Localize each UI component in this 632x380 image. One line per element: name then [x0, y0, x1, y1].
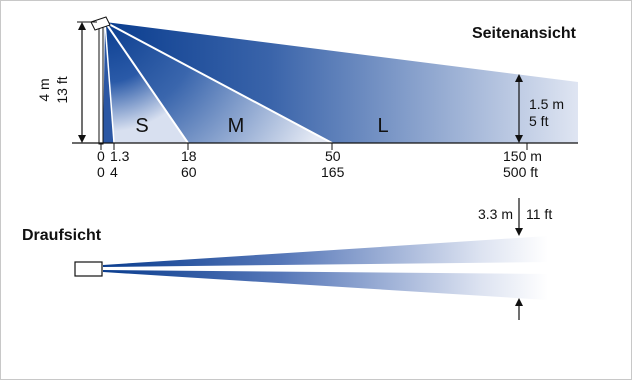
sensor-icon [90, 16, 111, 31]
width-ft: 11 ft [526, 206, 552, 222]
zone-label-m: M [228, 115, 245, 137]
distance-ft-2: 60 [181, 164, 197, 180]
distance-m-1: 1.3 [110, 148, 130, 164]
top-view-title: Draufsicht [22, 227, 102, 244]
distance-ft-4: 500 ft [503, 164, 538, 180]
side-view-title: Seitenansicht [472, 25, 577, 42]
distance-m-0: 0 [97, 148, 105, 164]
top-beam-upper [103, 236, 548, 267]
beam-long-range [105, 22, 578, 143]
distance-m-2: 18 [181, 148, 197, 164]
top-beam-lower [103, 270, 548, 300]
distance-ft-1: 4 [110, 164, 118, 180]
distance-ft-0: 0 [97, 164, 105, 180]
sensor-top-icon [74, 261, 103, 277]
distance-ft-3: 165 [321, 164, 345, 180]
distance-m-3: 50 [325, 148, 341, 164]
distance-m-4: 150 m [503, 148, 542, 164]
zone-label-s: S [135, 115, 148, 137]
end-height-ft: 5 ft [529, 113, 549, 129]
mount-height-ft: 13 ft [54, 76, 70, 103]
side-view: Seitenansicht 4 m 13 ft 1.5 m 5 ft S M L… [36, 16, 578, 180]
zone-label-l: L [377, 115, 388, 137]
width-m: 3.3 m [478, 206, 513, 222]
top-view: Draufsicht 3.3 m 11 ft [22, 198, 552, 320]
mount-height-m: 4 m [36, 78, 52, 101]
pole [98, 25, 104, 145]
end-height-m: 1.5 m [529, 96, 564, 112]
